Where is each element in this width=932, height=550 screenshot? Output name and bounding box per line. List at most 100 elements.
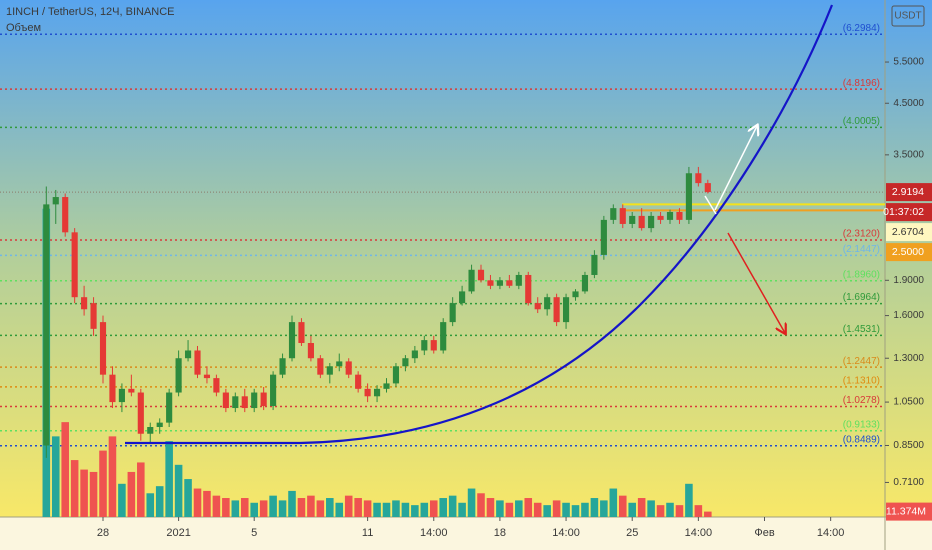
volume-title: Объем xyxy=(6,22,41,34)
volume-bar xyxy=(647,500,655,517)
candle-body xyxy=(99,322,107,375)
candle-body xyxy=(695,173,702,184)
candle-body xyxy=(241,396,248,409)
candle-body xyxy=(619,208,626,224)
arrow-stem xyxy=(704,195,717,215)
candle-body xyxy=(562,297,570,323)
volume-bar xyxy=(571,505,580,517)
plot-background xyxy=(0,0,932,517)
currency[interactable]: USDT xyxy=(894,11,921,22)
volume-bar xyxy=(288,490,296,517)
candle-body xyxy=(355,374,362,389)
x-tick-label: 18 xyxy=(494,527,506,539)
volume-bar xyxy=(297,498,306,517)
volume-bar xyxy=(401,502,410,517)
volume-bar xyxy=(411,505,419,517)
volume-bar xyxy=(486,498,495,517)
candle-body xyxy=(487,280,494,286)
volume-bar xyxy=(429,500,438,517)
candle-body xyxy=(373,388,381,397)
candle-body xyxy=(496,280,503,286)
candle-body xyxy=(326,366,333,375)
candle-body xyxy=(298,322,305,344)
candle-body xyxy=(383,383,390,389)
volume-bar xyxy=(326,498,334,517)
candle-body xyxy=(392,366,400,384)
volume-bar xyxy=(240,498,249,517)
candle-body xyxy=(317,358,324,375)
volume-bar xyxy=(685,483,693,517)
currency-box[interactable] xyxy=(891,5,925,27)
volume-bar xyxy=(363,500,372,517)
candle-body xyxy=(109,374,116,403)
volume-bar xyxy=(269,495,277,517)
volume-badge xyxy=(886,502,932,521)
candle-body xyxy=(118,388,125,403)
volume-bar xyxy=(344,495,353,517)
volume-bar xyxy=(448,495,457,517)
y-tick-label: 0.8500 xyxy=(893,440,924,451)
candle-body xyxy=(666,211,674,220)
candle-body xyxy=(232,396,239,409)
candle-body xyxy=(685,173,692,220)
volume-bar xyxy=(637,498,646,517)
candle-body xyxy=(572,291,579,298)
candle-body xyxy=(128,388,135,393)
volume-bar xyxy=(212,495,221,517)
candle-body xyxy=(591,254,598,275)
candle-body xyxy=(525,274,532,304)
x-tick-label: 14:00 xyxy=(420,527,448,539)
candle-body xyxy=(364,388,371,397)
volume-bar xyxy=(80,469,88,517)
y-tick-label: 1.3000 xyxy=(893,353,924,364)
level-label: (1.6964) xyxy=(843,292,880,303)
level-label: (1.2447) xyxy=(843,356,880,367)
candle-body xyxy=(506,280,513,286)
candle-body xyxy=(43,204,50,446)
volume-bar xyxy=(552,500,561,517)
volume-bar xyxy=(505,502,514,517)
level-label: (2.1447) xyxy=(843,244,880,255)
volume-bar xyxy=(118,483,126,517)
price-badge-label: 2.6704 xyxy=(892,226,924,238)
countdown: 01:37:02 xyxy=(883,206,924,218)
volume-bar xyxy=(590,498,599,517)
candle-body xyxy=(600,219,607,255)
level-label: (4.8196) xyxy=(843,78,880,89)
levels: (6.2984) (4.8196) (4.0005) (2.3120) (2.1447)… xyxy=(0,23,885,447)
volume-bar xyxy=(704,511,712,517)
candle-body xyxy=(459,291,466,304)
x-tick-label: 14:00 xyxy=(685,527,713,539)
volume-bar xyxy=(61,422,69,517)
candle-body xyxy=(166,392,173,423)
price-badge xyxy=(886,243,932,262)
candle-body xyxy=(147,427,154,434)
volume-bar xyxy=(51,436,60,517)
volume-bar xyxy=(89,471,98,517)
volume-bar xyxy=(392,500,400,517)
volume-bar xyxy=(259,500,268,517)
candle-body xyxy=(411,350,418,359)
volume-bar xyxy=(70,460,79,517)
volume-bar xyxy=(250,502,258,517)
x-tick-label: 11 xyxy=(362,527,373,539)
volume-bar xyxy=(467,488,476,517)
y-tick-label: 1.9000 xyxy=(893,275,924,286)
y-tick-label: 4.5000 xyxy=(893,98,924,109)
volume-bar xyxy=(222,498,230,517)
volume-bar xyxy=(666,502,674,517)
candle-body xyxy=(553,297,560,323)
volume-bar xyxy=(656,505,665,517)
candle-body xyxy=(629,215,636,224)
volume-bar xyxy=(316,500,325,517)
candle-body xyxy=(288,322,296,359)
volume-bar xyxy=(193,488,202,517)
candle-body xyxy=(184,350,192,359)
candle-body xyxy=(676,211,683,220)
volume-bar xyxy=(533,502,542,517)
volume-bar xyxy=(439,498,447,517)
volume-bar xyxy=(203,490,211,517)
candle-body xyxy=(345,361,352,375)
y-tick-label: 5.5000 xyxy=(893,57,924,68)
